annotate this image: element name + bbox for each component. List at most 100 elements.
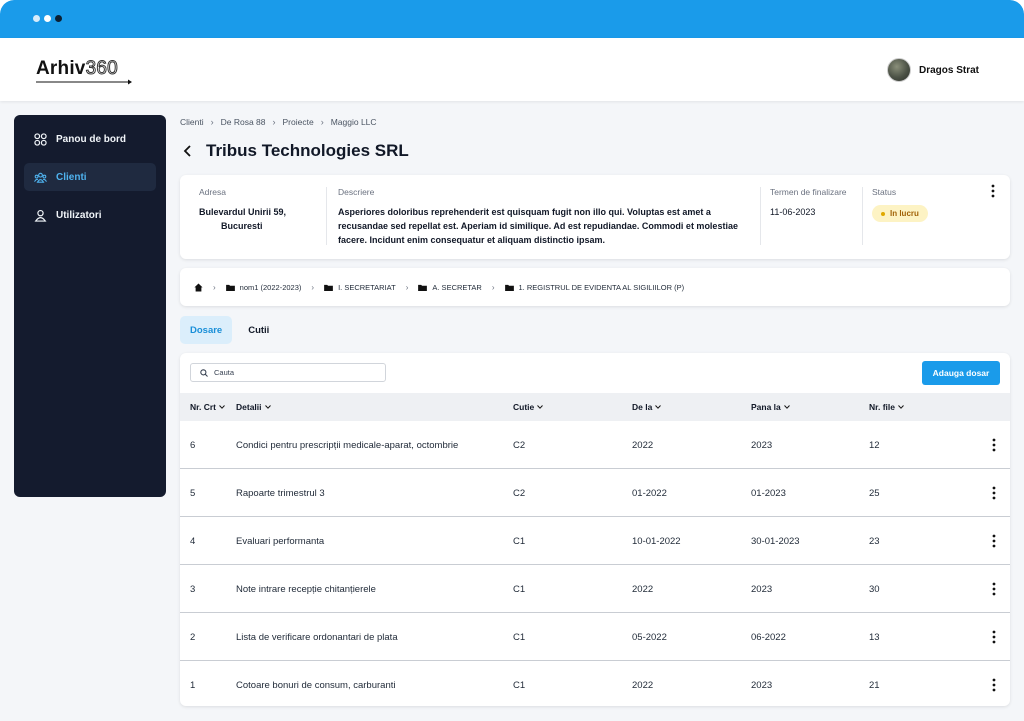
cell-nr-file: 21 <box>869 680 880 691</box>
cell-cutie: C1 <box>513 536 526 547</box>
chevron-right-icon: › <box>491 282 495 292</box>
table-row[interactable]: 5 Rapoarte trimestrul 3 C2 01-2022 01-20… <box>180 469 1010 517</box>
client-info-card: Adresa Bulevardul Unirii 59, Bucuresti D… <box>180 175 1010 259</box>
deadline-label: Termen de finalizare <box>770 187 847 197</box>
divider <box>760 187 761 245</box>
folder-path-bar: › nom1 (2022-2023) › I. SECRETARIAT › A.… <box>180 268 1010 306</box>
column-label: Detalii <box>236 402 262 412</box>
table-row[interactable]: 6 Condici pentru prescripții medicale-ap… <box>180 421 1010 469</box>
chevron-right-icon: › <box>210 117 214 127</box>
cell-nr: 2 <box>190 632 196 643</box>
cell-detalii: Evaluari performanta <box>236 536 325 547</box>
more-vertical-icon[interactable] <box>992 534 996 548</box>
chevron-right-icon: › <box>213 282 216 292</box>
cell-nr: 4 <box>190 536 196 547</box>
search-input[interactable]: Cauta <box>190 363 386 382</box>
cell-pana-la: 30-01-2023 <box>751 536 800 547</box>
status-text: In lucru <box>890 209 919 218</box>
column-header[interactable]: De la <box>632 402 662 412</box>
cell-nr-file: 13 <box>869 632 880 643</box>
more-vertical-icon[interactable] <box>991 184 995 198</box>
chevron-down-icon <box>264 405 271 409</box>
table-row[interactable]: 3 Note intrare recepție chitanțierele C1… <box>180 565 1010 613</box>
cell-detalii: Rapoarte trimestrul 3 <box>236 488 325 499</box>
path-item[interactable]: nom1 (2022-2023) <box>225 283 301 292</box>
sidebar-item-dashboard[interactable]: Panou de bord <box>24 125 156 153</box>
cell-pana-la: 2023 <box>751 584 773 595</box>
chevron-down-icon <box>655 405 662 409</box>
column-header[interactable]: Nr. file <box>869 402 904 412</box>
chevron-right-icon: › <box>311 282 315 292</box>
user-icon <box>34 209 47 222</box>
page-title: Tribus Technologies SRL <box>206 141 409 160</box>
back-arrow-icon[interactable] <box>182 143 194 159</box>
column-label: De la <box>632 402 653 412</box>
cell-nr-file: 12 <box>869 440 880 451</box>
home-icon[interactable] <box>194 282 203 292</box>
table-row[interactable]: 2 Lista de verificare ordonantari de pla… <box>180 613 1010 661</box>
more-vertical-icon[interactable] <box>992 678 996 692</box>
cell-pana-la: 06-2022 <box>751 632 786 643</box>
cell-nr-file: 25 <box>869 488 880 499</box>
path-item[interactable]: I. SECRETARIAT <box>324 283 396 292</box>
address-line-1: Bulevardul Unirii 59, <box>199 207 287 217</box>
logo-number: 360 <box>85 58 118 80</box>
cell-de-la: 2022 <box>632 440 654 451</box>
divider <box>326 187 327 245</box>
more-vertical-icon[interactable] <box>992 582 996 596</box>
address-label: Adresa <box>199 187 226 197</box>
description-section: Descriere Asperiores doloribus reprehend… <box>338 187 748 247</box>
sidebar: Panou de bord Clienti Utilizatori <box>14 115 166 497</box>
window-dot-icon[interactable] <box>44 15 51 22</box>
sidebar-item-utilizatori[interactable]: Utilizatori <box>24 201 156 229</box>
folder-icon <box>418 284 428 291</box>
more-vertical-icon[interactable] <box>992 438 996 452</box>
avatar[interactable] <box>886 58 911 82</box>
folder-icon <box>225 284 235 291</box>
column-header[interactable]: Detalii <box>236 402 271 412</box>
column-header[interactable]: Cutie <box>513 402 544 412</box>
add-dosar-button[interactable]: Adauga dosar <box>922 361 1000 385</box>
description-label: Descriere <box>338 187 375 197</box>
search-icon <box>200 368 208 377</box>
breadcrumb-item[interactable]: Proiecte <box>282 117 314 127</box>
column-header[interactable]: Pana la <box>751 402 790 412</box>
tab-dosare[interactable]: Dosare <box>180 316 233 344</box>
window-dot-icon[interactable] <box>33 15 40 22</box>
sidebar-item-label: Utilizatori <box>56 209 102 221</box>
column-header[interactable]: Nr. Crt <box>190 402 225 412</box>
window-dot-icon[interactable] <box>55 15 62 22</box>
chevron-down-icon <box>898 405 904 409</box>
breadcrumb-item[interactable]: Maggio LLC <box>330 117 377 127</box>
table-row[interactable]: 1 Cotoare bonuri de consum, carburanti C… <box>180 661 1010 706</box>
page-header: Tribus Technologies SRL <box>182 141 409 161</box>
breadcrumb-item[interactable]: Clienti <box>180 117 204 127</box>
address-section: Adresa Bulevardul Unirii 59, Bucuresti <box>199 187 329 233</box>
tab-cutii[interactable]: Cutii <box>248 324 270 336</box>
cell-nr: 6 <box>190 440 196 451</box>
table-row[interactable]: 4 Evaluari performanta C1 10-01-2022 30-… <box>180 517 1010 565</box>
description-line: facere. Incidunt enim consequatur et ali… <box>338 235 606 245</box>
more-vertical-icon[interactable] <box>992 630 996 644</box>
status-badge: In lucru <box>872 205 928 222</box>
top-bar: Arhiv360 Dragos Strat <box>0 38 1024 101</box>
chevron-right-icon: › <box>320 117 324 127</box>
chevron-down-icon <box>219 405 225 409</box>
cell-nr: 5 <box>190 488 196 499</box>
user-menu[interactable]: Dragos Strat <box>886 58 979 82</box>
path-item[interactable]: 1. REGISTRUL DE EVIDENTA AL SIGILIILOR (… <box>504 283 684 292</box>
cell-de-la: 10-01-2022 <box>632 536 681 547</box>
column-label: Nr. file <box>869 402 895 412</box>
path-item[interactable]: A. SECRETAR <box>418 283 482 292</box>
sidebar-item-label: Clienti <box>56 171 87 183</box>
address-line-2: Bucuresti <box>221 221 263 231</box>
more-vertical-icon[interactable] <box>992 486 996 500</box>
breadcrumb-item[interactable]: De Rosa 88 <box>220 117 266 127</box>
sidebar-item-clienti[interactable]: Clienti <box>24 163 156 191</box>
breadcrumb: Clienti › De Rosa 88 › Proiecte › Maggio… <box>180 117 377 127</box>
chevron-down-icon <box>537 405 544 409</box>
cell-nr: 3 <box>190 584 196 595</box>
logo[interactable]: Arhiv360 <box>36 58 118 80</box>
cell-pana-la: 2023 <box>751 680 773 691</box>
